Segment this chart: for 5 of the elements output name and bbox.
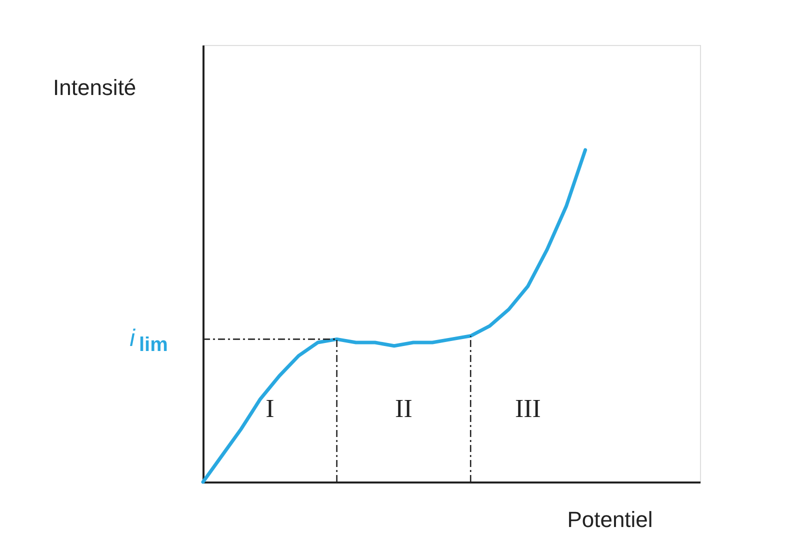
annotation: I — [266, 394, 274, 423]
annotation: II — [395, 394, 412, 423]
annotation: III — [514, 394, 541, 423]
y-axis-title: Intensité — [53, 75, 136, 100]
x-axis-title: Potentiel — [567, 507, 653, 532]
